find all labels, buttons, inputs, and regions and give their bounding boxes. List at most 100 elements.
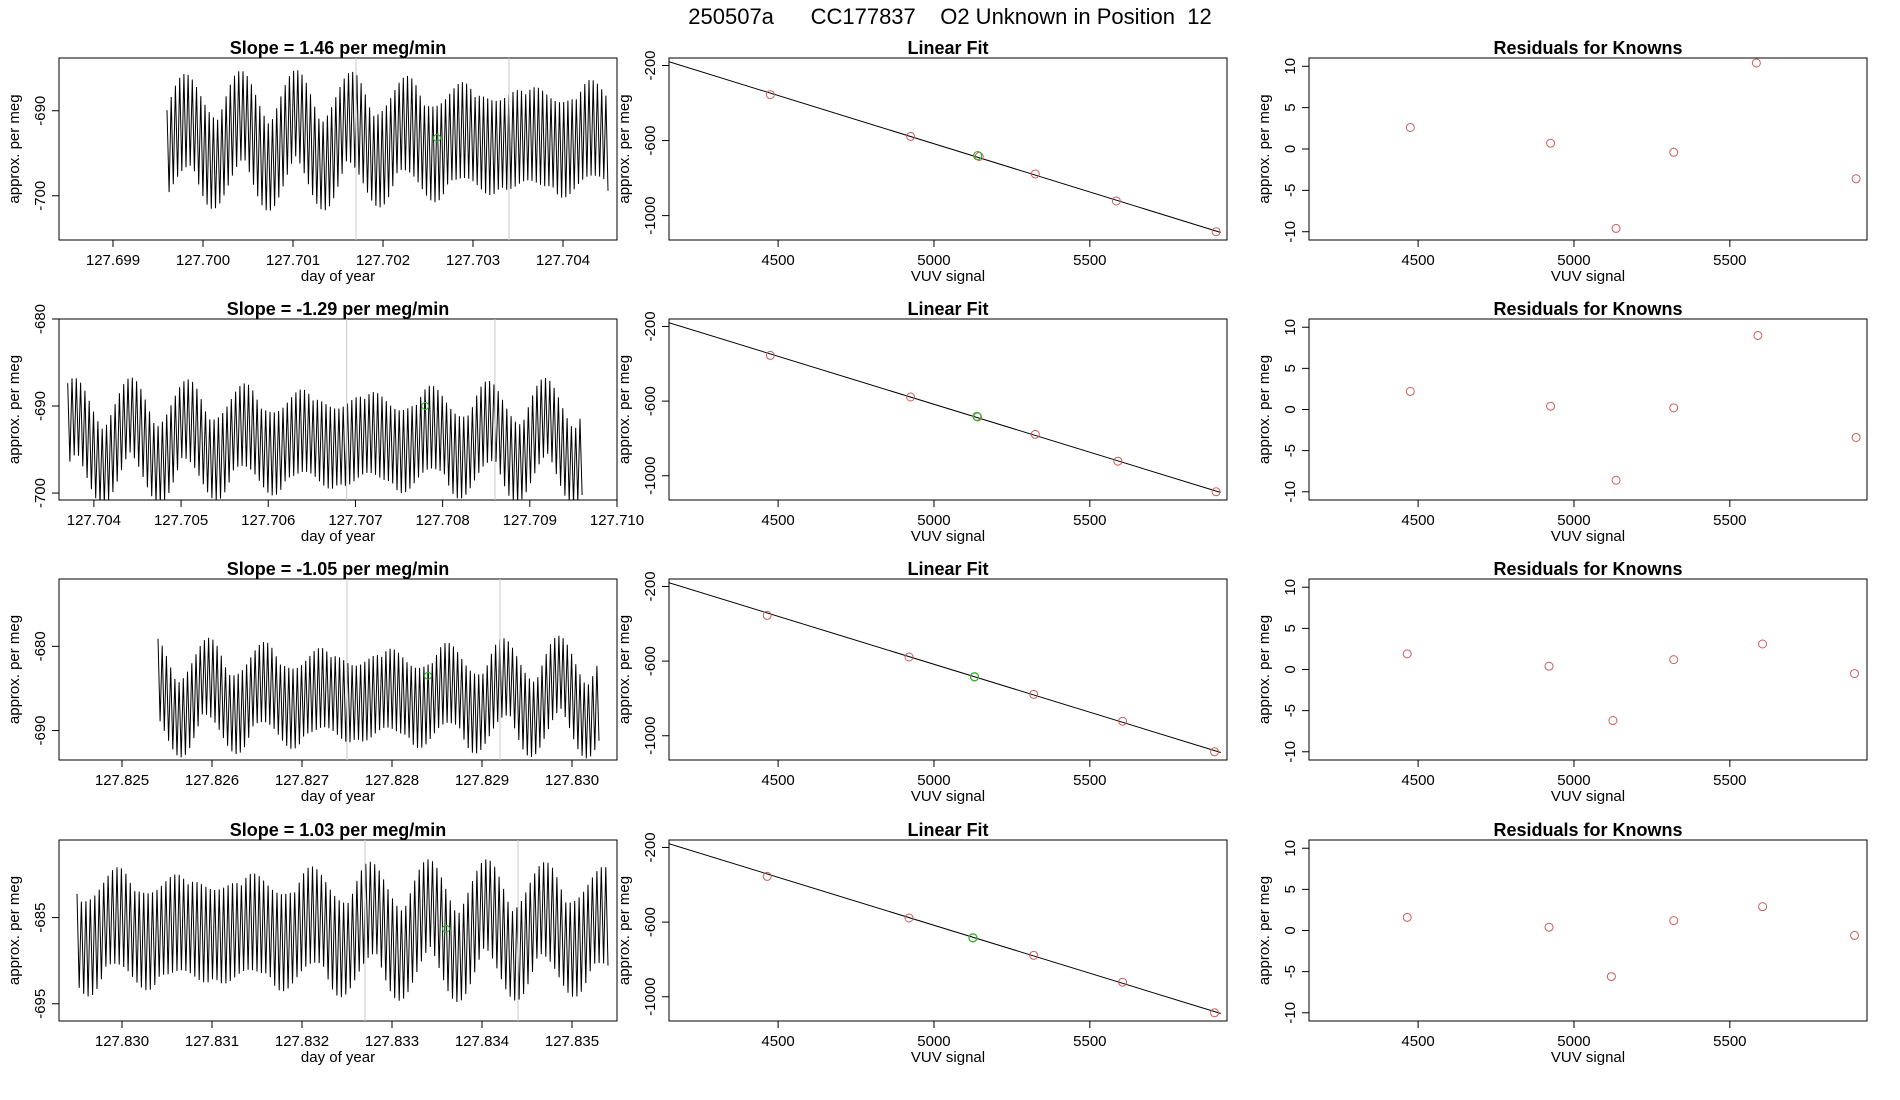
y-tick-label: 5	[1282, 885, 1299, 893]
known-point	[762, 610, 772, 620]
x-tick-label: 5500	[1073, 512, 1106, 529]
residual-point	[1402, 912, 1412, 922]
residual-point	[1608, 716, 1618, 726]
y-tick-label: -200	[642, 571, 659, 601]
x-tick-label: 127.830	[95, 1033, 149, 1050]
x-axis-label: VUV signal	[1551, 268, 1625, 285]
chart-panel: Residuals for Knowns 4500 5000 5500 VUV sign…	[1256, 820, 1868, 1066]
fit-line	[669, 61, 1221, 233]
y-axis-label: approx. per meg	[6, 355, 23, 464]
fit-line	[669, 322, 1221, 494]
chart-panel: Slope = -1.29 per meg/min 127.704 127.705 1…	[6, 299, 644, 545]
x-tick-label: 5500	[1713, 1033, 1746, 1050]
residual-point	[1544, 661, 1554, 671]
x-tick-label: 4500	[761, 1033, 794, 1050]
x-tick-label: 127.699	[86, 252, 140, 269]
chart-title: Slope = 1.03 per meg/min	[230, 820, 447, 840]
y-tick-label: -10	[1282, 221, 1299, 243]
x-tick-label: 5500	[1073, 252, 1106, 269]
y-tick-label: -695	[32, 989, 49, 1019]
x-tick-label: 127.700	[176, 252, 230, 269]
y-axis-label: approx. per meg	[1256, 94, 1273, 203]
residual-point	[1669, 916, 1679, 926]
x-axis-label: VUV signal	[911, 1049, 985, 1066]
x-tick-label: 127.825	[95, 772, 149, 789]
y-tick-label: -1000	[642, 978, 659, 1016]
chart-title: Residuals for Knowns	[1493, 559, 1682, 579]
y-axis-label: approx. per meg	[1256, 876, 1273, 985]
y-axis-label: approx. per meg	[1256, 355, 1273, 464]
y-tick-label: 0	[1282, 665, 1299, 673]
y-tick-label: -600	[642, 907, 659, 937]
y-tick-label: -5	[1282, 704, 1299, 717]
known-point	[1111, 196, 1121, 206]
plot-area	[166, 58, 609, 240]
chart-title: Linear Fit	[907, 38, 988, 58]
residual-point	[1758, 902, 1768, 912]
x-axis-label: VUV signal	[911, 268, 985, 285]
chart-panel: Slope = 1.03 per meg/min 127.830 127.831 12…	[6, 820, 618, 1066]
chart-title: Slope = -1.05 per meg/min	[227, 559, 450, 579]
x-tick-label: 127.826	[185, 772, 239, 789]
x-tick-label: 5000	[917, 252, 950, 269]
x-tick-label: 5000	[1557, 512, 1590, 529]
known-point	[904, 652, 914, 662]
chart-title: Slope = -1.29 per meg/min	[227, 299, 450, 319]
y-tick-label: -10	[1282, 481, 1299, 503]
chart-panel: Linear Fit 4500 5000 5500 VUV signal -1000 -60…	[616, 299, 1228, 545]
y-tick-label: -685	[32, 903, 49, 933]
residual-point	[1546, 401, 1556, 411]
y-tick-label: 0	[1282, 926, 1299, 934]
x-tick-label: 4500	[1401, 1033, 1434, 1050]
x-axis-label: day of year	[301, 268, 375, 285]
plot-area	[1405, 58, 1861, 233]
y-tick-label: -200	[642, 832, 659, 862]
chart-panel: Residuals for Knowns 4500 5000 5500 VUV sign…	[1256, 38, 1868, 285]
chart-title: Linear Fit	[907, 299, 988, 319]
y-tick-label: 5	[1282, 624, 1299, 632]
x-axis-label: day of year	[301, 788, 375, 805]
plot-area	[1402, 902, 1860, 982]
y-tick-label: 10	[1282, 579, 1299, 596]
known-point	[1030, 169, 1040, 179]
known-point	[1029, 689, 1039, 699]
residual-point	[1669, 403, 1679, 413]
y-tick-label: -10	[1282, 741, 1299, 763]
x-tick-label: 5000	[917, 772, 950, 789]
chart-title: Residuals for Knowns	[1493, 299, 1682, 319]
y-tick-label: -1000	[642, 196, 659, 234]
residual-point	[1669, 655, 1679, 665]
x-tick-label: 127.707	[328, 512, 382, 529]
residual-point	[1851, 174, 1861, 184]
mean-point	[424, 671, 432, 680]
mean-point	[433, 133, 441, 142]
chart-panel: Linear Fit 4500 5000 5500 VUV signal -1000 -60…	[616, 38, 1228, 285]
x-tick-label: 5000	[1557, 252, 1590, 269]
x-tick-label: 127.701	[266, 252, 320, 269]
y-axis-label: approx. per meg	[616, 94, 633, 203]
known-point	[1211, 487, 1221, 497]
y-tick-label: -700	[32, 181, 49, 211]
y-tick-label: 10	[1282, 319, 1299, 336]
y-tick-label: -200	[642, 311, 659, 341]
plot-area	[76, 840, 609, 1021]
x-tick-label: 5500	[1713, 252, 1746, 269]
x-tick-label: 4500	[761, 252, 794, 269]
x-tick-label: 127.829	[455, 772, 509, 789]
y-tick-label: 5	[1282, 364, 1299, 372]
chart-panel: Residuals for Knowns 4500 5000 5500 VUV sign…	[1256, 299, 1868, 545]
y-tick-label: -690	[32, 391, 49, 421]
y-tick-label: -680	[32, 304, 49, 334]
residual-point	[1606, 972, 1616, 982]
known-point	[1113, 456, 1123, 466]
x-tick-label: 4500	[1401, 512, 1434, 529]
known-point	[1029, 950, 1039, 960]
y-tick-label: -10	[1282, 1002, 1299, 1024]
data-trace	[157, 635, 600, 759]
known-point	[974, 152, 984, 162]
y-tick-label: -200	[642, 50, 659, 80]
x-tick-label: 127.710	[590, 512, 644, 529]
x-tick-label: 5000	[917, 512, 950, 529]
residual-point	[1405, 122, 1415, 132]
y-tick-label: -690	[32, 96, 49, 126]
